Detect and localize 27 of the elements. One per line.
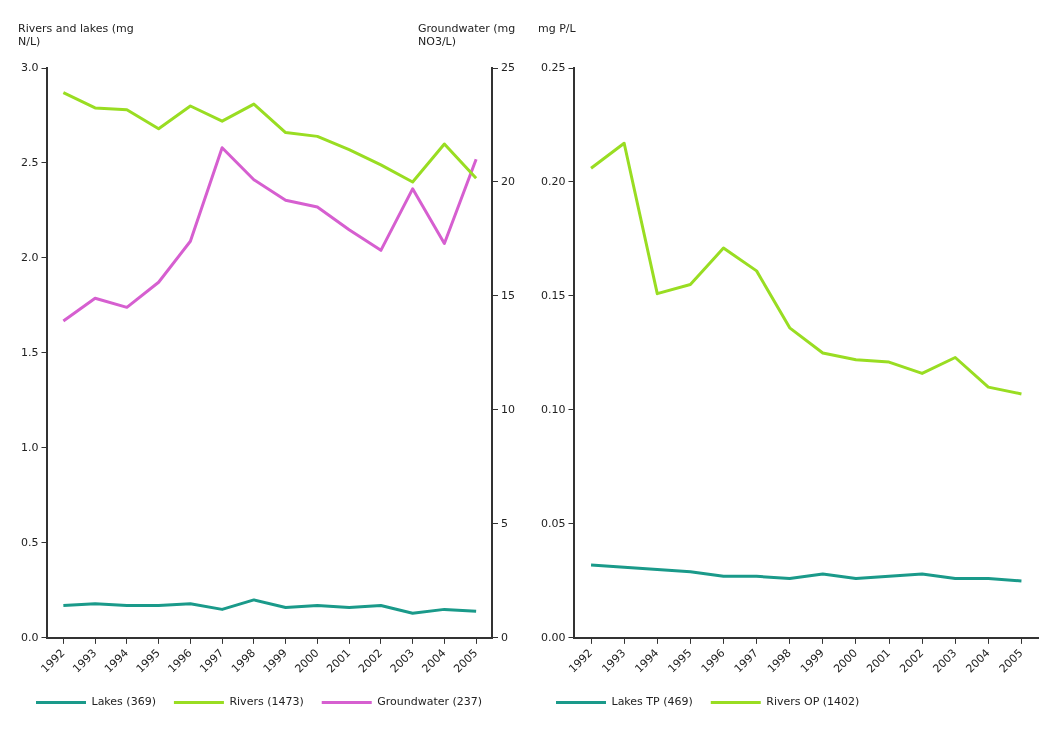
legend-label: Lakes TP (469): [611, 695, 693, 709]
y-tick-label: 0.00: [540, 630, 566, 644]
y-tick-label: 0.25: [540, 60, 566, 74]
legend-label: Rivers (1473): [229, 695, 304, 709]
y-axis-title: mg P/L: [538, 22, 577, 35]
y2-tick-label: 0: [501, 630, 508, 644]
y-axis-title: Rivers and lakes (mg N/L): [18, 22, 135, 48]
y-tick-label: 0.5: [20, 535, 39, 549]
y-tick-label: 0.0: [20, 630, 39, 644]
y-tick-label: 0.20: [540, 174, 566, 188]
y2-tick-label: 5: [501, 516, 508, 530]
y2-tick-label: 20: [501, 174, 515, 188]
legend-label: Groundwater (237): [377, 695, 483, 709]
y2-tick-label: 10: [501, 402, 515, 416]
y2-axis-title: Groundwater (mg NO3/L): [418, 22, 517, 48]
y2-tick-label: 15: [501, 288, 515, 302]
legend-label: Rivers OP (1402): [766, 695, 860, 709]
y-tick-label: 0.05: [540, 516, 566, 530]
y-tick-label: 1.0: [20, 440, 39, 454]
y-tick-label: 2.5: [20, 155, 39, 169]
y-tick-label: 3.0: [20, 60, 39, 74]
legend-label: Lakes (369): [91, 695, 156, 709]
y-tick-label: 0.10: [540, 402, 566, 416]
y-tick-label: 2.0: [20, 250, 39, 264]
y-tick-label: 1.5: [20, 345, 39, 359]
y-tick-label: 0.15: [540, 288, 566, 302]
y2-tick-label: 25: [501, 60, 515, 74]
